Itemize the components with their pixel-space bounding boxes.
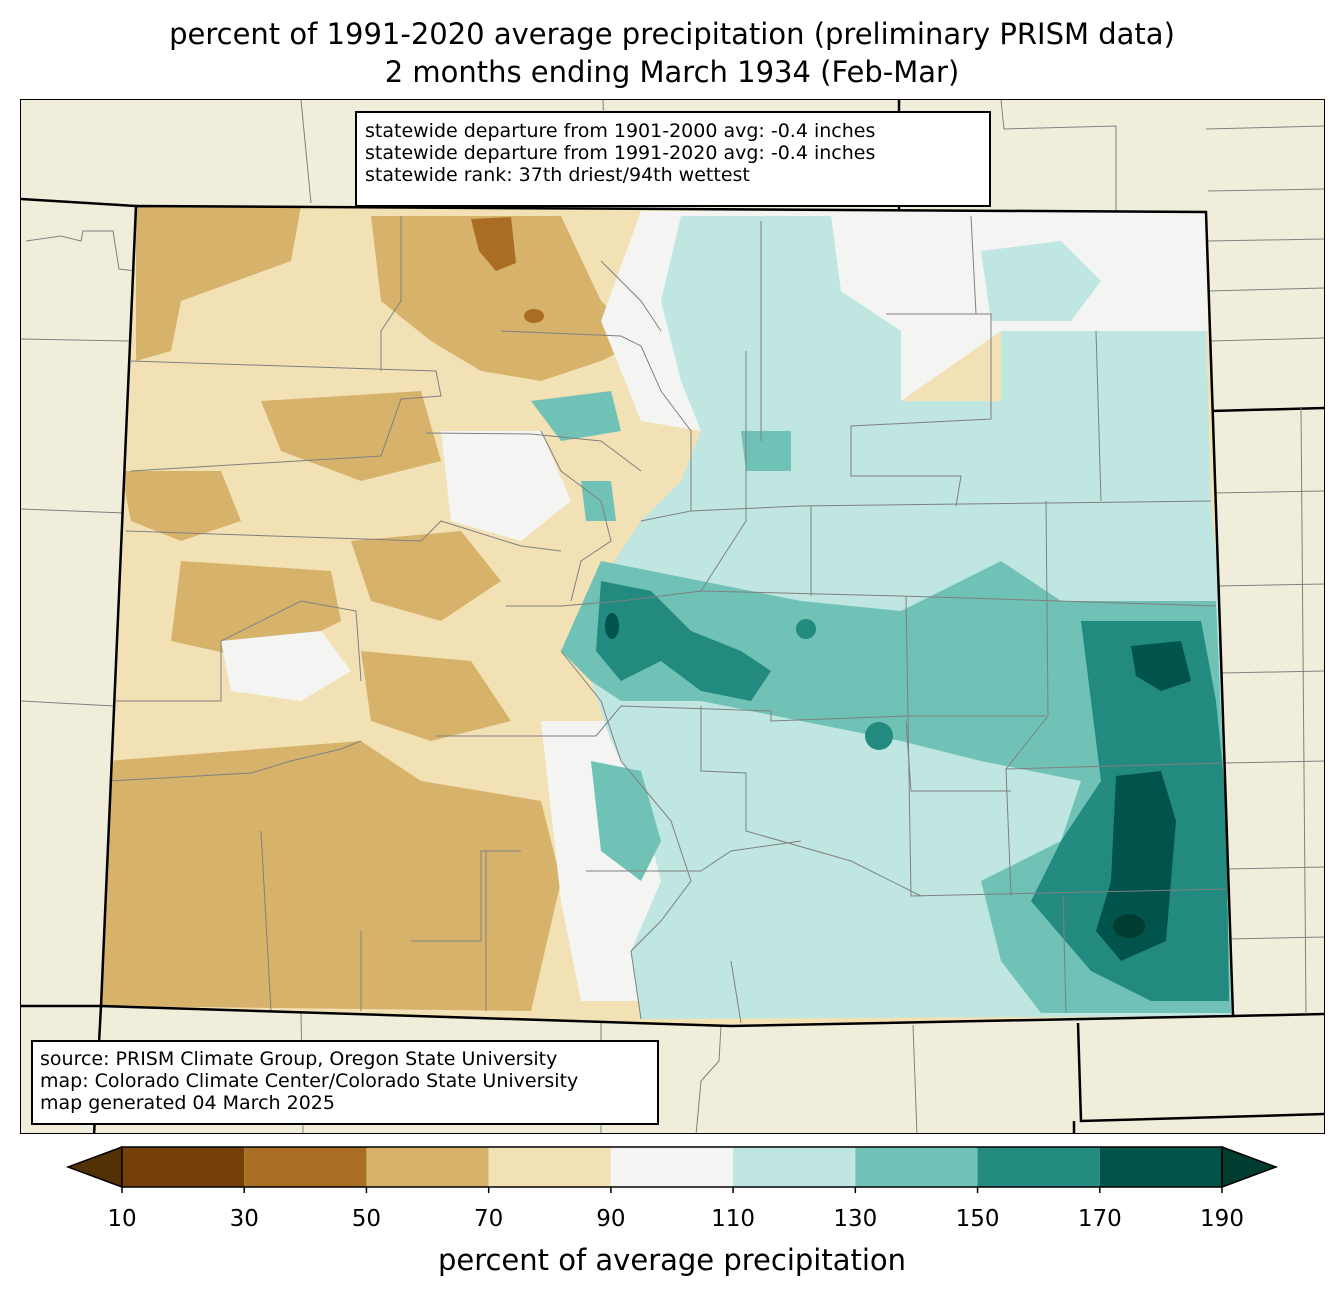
colorbar-segment (366, 1147, 489, 1187)
colorbar-tick-label: 130 (833, 1206, 878, 1232)
colorbar-extend-low (65, 1145, 123, 1189)
map-credit-line: map: Colorado Climate Center/Colorado St… (40, 1070, 579, 1092)
county-lines (108, 215, 1227, 1024)
colorbar-tick-label: 110 (711, 1206, 756, 1232)
stats-rank: statewide rank: 37th driest/94th wettest (365, 164, 750, 186)
colorbar-tick-label: 150 (955, 1206, 1000, 1232)
colorbar-label: percent of average precipitation (437, 1243, 907, 1277)
stats-departure-1991-2020: statewide departure from 1991-2020 avg: … (365, 142, 876, 164)
source-line: source: PRISM Climate Group, Oregon Stat… (40, 1048, 558, 1070)
colorbar-segment (488, 1147, 611, 1187)
colorbar-segment (244, 1147, 367, 1187)
map-title-line2: 2 months ending March 1934 (Feb-Mar) (384, 55, 960, 89)
colorbar-tick-label: 50 (351, 1206, 382, 1232)
colorbar-segment (1099, 1147, 1222, 1187)
colorbar-tick-label: 30 (229, 1206, 259, 1232)
statewide-stats-box: statewide departure from 1901-2000 avg: … (355, 111, 991, 207)
colorbar-segment (610, 1147, 734, 1187)
colorbar (65, 1145, 1279, 1193)
precipitation-map (20, 99, 1325, 1134)
colorbar-tick-label: 190 (1200, 1206, 1244, 1232)
colorbar-segment (977, 1147, 1100, 1187)
colorbar-tick-label: 10 (107, 1206, 137, 1232)
stats-departure-1901-2000: statewide departure from 1901-2000 avg: … (365, 120, 876, 142)
colorbar-tick-label: 70 (474, 1206, 504, 1232)
colorbar-segment (122, 1147, 245, 1187)
colorbar-tick-label: 170 (1077, 1206, 1122, 1232)
source-box: source: PRISM Climate Group, Oregon Stat… (31, 1040, 659, 1125)
colorbar-extend-high (1221, 1145, 1279, 1189)
map-canvas (21, 100, 1324, 1133)
colorbar-tick-label: 90 (596, 1206, 626, 1232)
precipitation-field (101, 206, 1233, 1026)
colorbar-segment (855, 1147, 978, 1187)
colorbar-outline (121, 1146, 1223, 1188)
colorbar-segment (733, 1147, 856, 1187)
map-title-line1: percent of 1991-2020 average precipitati… (169, 17, 1175, 51)
colorado-boundary (99, 204, 1235, 1028)
map-generated-line: map generated 04 March 2025 (40, 1092, 335, 1114)
